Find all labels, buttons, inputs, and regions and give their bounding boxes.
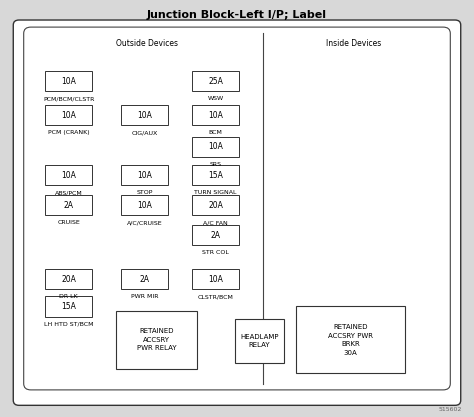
Text: 2A: 2A: [139, 275, 150, 284]
Text: RETAINED
ACCSRY
PWR RELAY: RETAINED ACCSRY PWR RELAY: [137, 328, 176, 352]
Text: DR LK: DR LK: [59, 294, 78, 299]
Text: 10A: 10A: [208, 275, 223, 284]
Bar: [192, 225, 239, 245]
Bar: [235, 319, 284, 363]
Text: 2A: 2A: [64, 201, 74, 210]
Text: 10A: 10A: [137, 201, 152, 210]
Text: A/C FAN: A/C FAN: [203, 220, 228, 225]
FancyBboxPatch shape: [13, 20, 461, 405]
Text: SRS: SRS: [210, 162, 222, 167]
Bar: [192, 195, 239, 215]
Text: 10A: 10A: [208, 111, 223, 120]
Bar: [192, 71, 239, 91]
Text: A/C/CRUISE: A/C/CRUISE: [127, 220, 163, 225]
Text: CIG/AUX: CIG/AUX: [131, 130, 158, 135]
Bar: [45, 296, 92, 317]
Bar: [121, 269, 168, 289]
Text: 2A: 2A: [210, 231, 221, 240]
Bar: [192, 269, 239, 289]
Text: TURN SIGNAL: TURN SIGNAL: [194, 190, 237, 195]
Bar: [121, 165, 168, 185]
Text: STOP: STOP: [137, 190, 153, 195]
Text: PWR MIR: PWR MIR: [131, 294, 158, 299]
Text: 20A: 20A: [208, 201, 223, 210]
FancyBboxPatch shape: [24, 27, 450, 390]
Text: Junction Block-Left I/P; Label: Junction Block-Left I/P; Label: [147, 10, 327, 20]
Text: 15A: 15A: [61, 302, 76, 311]
Text: 20A: 20A: [61, 275, 76, 284]
Text: 10A: 10A: [137, 111, 152, 120]
Text: 10A: 10A: [61, 111, 76, 120]
Text: BCM: BCM: [209, 130, 223, 135]
Bar: [121, 105, 168, 125]
Bar: [45, 195, 92, 215]
Text: 25A: 25A: [208, 77, 223, 86]
Bar: [192, 137, 239, 157]
Text: CRUISE: CRUISE: [57, 220, 80, 225]
Bar: [45, 105, 92, 125]
Bar: [296, 306, 405, 373]
Bar: [121, 195, 168, 215]
Text: ABS/PCM: ABS/PCM: [55, 190, 82, 195]
Text: Inside Devices: Inside Devices: [326, 39, 381, 48]
Text: HEADLAMP
RELAY: HEADLAMP RELAY: [240, 334, 279, 348]
Text: PCM (CRANK): PCM (CRANK): [48, 130, 90, 135]
Bar: [192, 165, 239, 185]
Bar: [45, 269, 92, 289]
Text: 515602: 515602: [439, 407, 462, 412]
Text: 10A: 10A: [61, 77, 76, 86]
Text: 15A: 15A: [208, 171, 223, 180]
Bar: [192, 105, 239, 125]
Text: CLSTR/BCM: CLSTR/BCM: [198, 294, 234, 299]
Bar: [45, 71, 92, 91]
Bar: [45, 165, 92, 185]
Text: Outside Devices: Outside Devices: [116, 39, 178, 48]
Text: RETAINED
ACCSRY PWR
BRKR
30A: RETAINED ACCSRY PWR BRKR 30A: [328, 324, 373, 356]
Text: 10A: 10A: [137, 171, 152, 180]
Text: 10A: 10A: [208, 142, 223, 151]
Text: PCM/BCM/CLSTR: PCM/BCM/CLSTR: [43, 96, 94, 101]
Bar: [116, 311, 197, 369]
Text: WSW: WSW: [208, 96, 224, 101]
Text: LH HTD ST/BCM: LH HTD ST/BCM: [44, 322, 93, 327]
Text: STR COL: STR COL: [202, 250, 229, 255]
Text: 10A: 10A: [61, 171, 76, 180]
